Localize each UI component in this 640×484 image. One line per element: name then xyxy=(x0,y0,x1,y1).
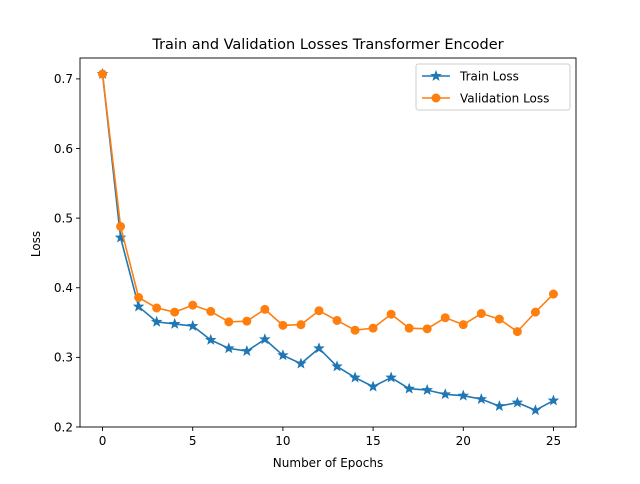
validation-loss-point xyxy=(440,313,450,323)
validation-loss-point xyxy=(386,309,396,319)
validation-loss-point xyxy=(260,304,270,314)
train-loss-point xyxy=(331,360,343,372)
plot-frame xyxy=(79,57,577,428)
series-group xyxy=(96,67,560,416)
train-loss-point xyxy=(313,342,325,354)
train-loss-point xyxy=(132,300,145,312)
validation-loss-point xyxy=(242,316,252,326)
train-loss-point xyxy=(475,393,488,405)
y-tick-label: 0.3 xyxy=(54,351,73,365)
validation-loss-point xyxy=(206,306,216,316)
y-tick-label: 0.5 xyxy=(54,211,73,225)
x-tick-label: 5 xyxy=(189,434,197,448)
train-loss-point xyxy=(277,349,289,361)
y-axis-label: Loss xyxy=(29,231,43,257)
validation-loss-point xyxy=(350,325,360,335)
legend-item-train-loss: Train Loss xyxy=(422,69,519,83)
train-loss-point xyxy=(421,384,433,395)
x-axis-label: Number of Epochs xyxy=(273,456,383,470)
train-loss-point xyxy=(457,389,470,401)
validation-loss-point xyxy=(458,320,468,330)
y-tick-label: 0.7 xyxy=(54,72,73,86)
validation-loss-point xyxy=(296,320,306,330)
validation-loss-point xyxy=(404,323,414,333)
validation-loss-point xyxy=(368,323,378,333)
validation-loss-point xyxy=(152,303,162,313)
x-tick-label: 25 xyxy=(546,434,561,448)
validation-loss-point xyxy=(512,327,522,337)
validation-loss-point xyxy=(224,317,234,327)
legend-item-validation-loss: Validation Loss xyxy=(422,91,549,105)
validation-loss-point xyxy=(98,69,108,79)
train-loss-point xyxy=(223,342,235,354)
train-loss-point xyxy=(114,231,127,243)
train-loss-point xyxy=(493,400,506,412)
legend-marker xyxy=(430,69,442,81)
train-loss-point xyxy=(547,394,560,406)
validation-loss-point xyxy=(170,307,180,317)
x-tick-label: 20 xyxy=(456,434,471,448)
train-loss-point xyxy=(241,345,253,357)
validation-loss-point xyxy=(332,315,342,325)
x-tick-label: 15 xyxy=(365,434,380,448)
validation-loss-point xyxy=(188,300,198,310)
validation-loss-point xyxy=(494,314,504,324)
validation-loss-point xyxy=(314,306,324,316)
validation-loss-point xyxy=(116,221,126,231)
train-loss-point xyxy=(168,317,181,329)
x-tick-label: 10 xyxy=(275,434,290,448)
y-tick-label: 0.4 xyxy=(54,281,73,295)
validation-loss-point xyxy=(134,293,144,303)
validation-loss-line xyxy=(101,73,555,333)
train-loss-point xyxy=(150,315,163,327)
series-train-loss xyxy=(96,67,560,416)
train-loss-point xyxy=(349,371,361,383)
train-loss-line xyxy=(101,73,554,412)
train-loss-point xyxy=(205,333,217,345)
train-loss-point xyxy=(511,396,524,408)
legend: Train Loss Validation Loss xyxy=(415,63,571,111)
train-loss-point xyxy=(385,371,397,383)
legend-label: Train Loss xyxy=(459,69,519,83)
legend-marker xyxy=(431,93,441,103)
validation-loss-point xyxy=(530,307,540,317)
series-validation-loss xyxy=(98,69,558,337)
train-loss-point xyxy=(295,357,307,369)
train-loss-point xyxy=(186,320,199,331)
validation-loss-point xyxy=(476,309,486,319)
y-tick-label: 0.2 xyxy=(54,420,73,434)
legend-label: Validation Loss xyxy=(460,91,549,105)
legend-box xyxy=(415,63,571,111)
train-loss-point xyxy=(259,333,271,345)
validation-loss-point xyxy=(278,320,288,330)
train-loss-point xyxy=(367,380,379,392)
x-tick-label: 0 xyxy=(99,434,107,448)
train-loss-point xyxy=(439,388,451,400)
chart-title: Train and Validation Losses Transformer … xyxy=(151,37,503,53)
y-tick-label: 0.6 xyxy=(54,142,73,156)
axes: 0 5 10 15 20 25 0.2 0.3 0.4 0.5 0.6 0.7 xyxy=(54,57,577,448)
validation-loss-point xyxy=(422,324,432,334)
train-loss-point xyxy=(529,404,542,416)
validation-loss-point xyxy=(548,289,558,299)
train-loss-point xyxy=(403,382,415,394)
